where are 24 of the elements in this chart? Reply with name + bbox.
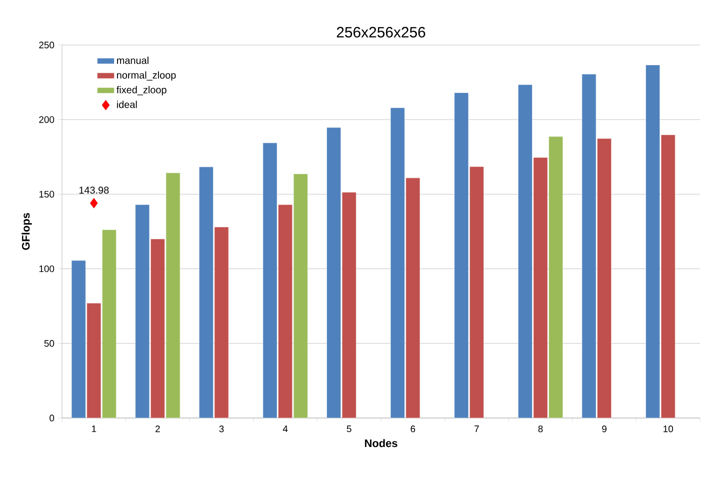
x-tick-label: 4 <box>282 426 288 432</box>
data-label: 143.98 <box>79 186 109 194</box>
x-tick-label: 3 <box>219 426 224 432</box>
y-tick-label: 250 <box>39 42 54 48</box>
chart-title: 256x256x256 <box>336 26 426 38</box>
x-tick-label: 8 <box>538 426 543 432</box>
x-tick-label: 7 <box>474 426 479 432</box>
x-tick-label: 2 <box>156 426 160 432</box>
x-tick-label: 10 <box>664 426 673 432</box>
x-axis-title: Nodes <box>364 439 398 448</box>
legend-label: ideal <box>117 100 137 108</box>
y-tick-label: 200 <box>39 116 54 123</box>
x-tick-label: 9 <box>602 426 606 432</box>
x-tick-label: 5 <box>346 426 352 432</box>
legend-label: manual <box>117 56 148 64</box>
y-tick-label: 150 <box>39 190 54 198</box>
y-tick-label: 50 <box>44 340 54 347</box>
legend-label: normal_zloop <box>117 71 176 81</box>
y-tick-label: 100 <box>39 265 54 272</box>
x-tick-label: 1 <box>92 426 96 432</box>
y-axis-title: GFlops <box>22 213 32 250</box>
x-tick-label: 6 <box>410 426 416 432</box>
y-tick-label: 0 <box>50 414 54 422</box>
legend-label: fixed_zloop <box>116 86 166 96</box>
